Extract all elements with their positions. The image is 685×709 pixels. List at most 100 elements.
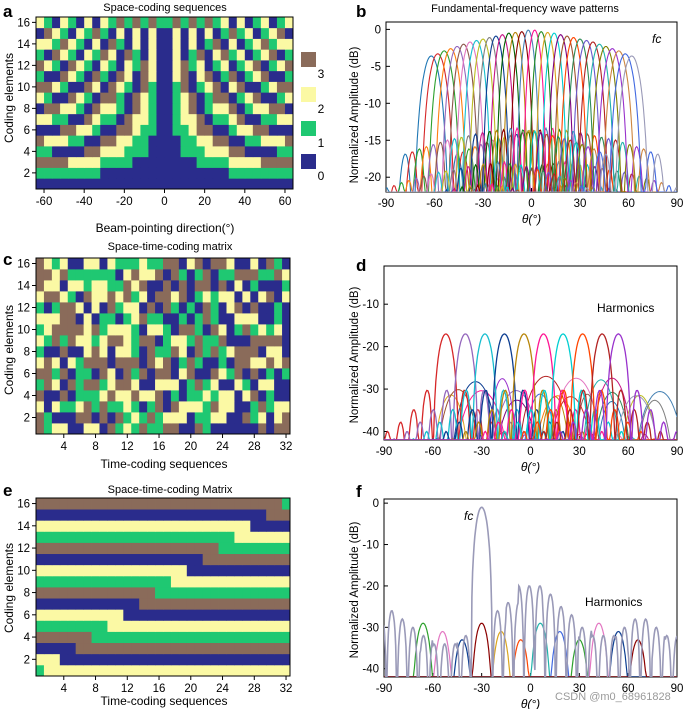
heatmap-cell (242, 423, 251, 435)
heatmap-cell (107, 423, 116, 435)
heatmap-cell (194, 368, 204, 380)
heatmap-cell (226, 598, 235, 610)
heatmap-cell (123, 258, 132, 270)
heatmap-cell (75, 587, 85, 599)
heatmap-cell (100, 167, 109, 179)
heatmap-cell (68, 156, 77, 168)
heatmap-cell (202, 587, 212, 599)
heatmap-cell (266, 302, 275, 314)
heatmap-cell (268, 70, 278, 82)
heatmap-cell (250, 587, 259, 599)
heatmap-cell (274, 291, 283, 303)
harmonic-main-line (384, 333, 677, 440)
heatmap-cell (202, 423, 212, 435)
heatmap-cell (178, 291, 188, 303)
legend-label: 3 (318, 67, 325, 81)
heatmap-cell (123, 346, 132, 358)
heatmap-cell (51, 357, 61, 369)
heatmap-cell (258, 324, 267, 336)
heatmap-cell (59, 587, 69, 599)
heatmap-cell (67, 412, 77, 424)
heatmap-cell (68, 27, 77, 39)
heatmap-cell (107, 542, 116, 555)
heatmap-cell (139, 379, 148, 391)
beam-pattern-line (386, 39, 677, 192)
heatmap-cell (115, 642, 124, 655)
heatmap-cell (284, 60, 294, 72)
heatmap-cell (236, 27, 246, 39)
heatmap-cell (75, 335, 85, 347)
heatmap-cell (163, 401, 172, 413)
heatmap-cell (83, 509, 92, 521)
heatmap-cell (236, 124, 246, 136)
heatmap-cell (91, 498, 100, 510)
heatmap-cell (284, 146, 294, 158)
heatmap-cell (155, 520, 164, 532)
heatmap-cell (210, 509, 219, 521)
heatmap-cell (234, 401, 243, 413)
heatmap-cell (115, 664, 124, 677)
heatmap-cell (147, 520, 156, 532)
heatmap-cell (163, 335, 172, 347)
heatmap-cell (123, 357, 132, 369)
heatmap-cell (218, 313, 227, 325)
heatmap-cell (51, 598, 61, 610)
heatmap-cell (164, 146, 173, 158)
heatmap-cell (226, 335, 235, 347)
heatmap-cell (194, 664, 204, 677)
heatmap-cell (59, 642, 69, 655)
heatmap-cell (100, 81, 109, 93)
heatmap-cell (202, 412, 212, 424)
heatmap-cell (59, 620, 69, 632)
heatmap-cell (140, 49, 149, 61)
heatmap-cell (51, 401, 61, 413)
heatmap-cell (67, 401, 77, 413)
heatmap-cell (124, 135, 133, 147)
heatmap-cell (83, 412, 92, 424)
heatmap-cell (172, 17, 181, 29)
heatmap-cell (83, 379, 92, 391)
heatmap-cell (202, 642, 212, 655)
heatmap-cell (83, 423, 92, 435)
heatmap-cell (51, 631, 61, 644)
heatmap-cell (258, 313, 267, 325)
heatmap-cell (99, 598, 108, 610)
heatmap-cell (163, 412, 172, 424)
heatmap-cell (76, 124, 85, 136)
heatmap-cell (178, 587, 188, 599)
heatmap-cell (147, 531, 156, 543)
heatmap-cell (210, 564, 219, 577)
heatmap-cell (226, 357, 235, 369)
heatmap-cell (108, 17, 117, 29)
heatmap-cell (236, 92, 246, 104)
heatmap-cell (59, 509, 69, 521)
heatmap-cell (67, 520, 77, 532)
heatmap-cell (132, 38, 141, 50)
heatmap-cell (170, 664, 180, 677)
heatmap-cell (258, 379, 267, 391)
heatmap-cell (218, 653, 227, 666)
heatmap-cell (220, 38, 230, 50)
heatmap-cell (155, 269, 164, 281)
heatmap-cell (218, 390, 227, 402)
heatmap-cell (51, 258, 61, 270)
heatmap-cell (236, 38, 246, 50)
heatmap-cell (202, 291, 212, 303)
heatmap-cell (91, 587, 100, 599)
heatmap-cell (194, 553, 204, 566)
heatmap-cell (258, 357, 267, 369)
title-e: Space-time-coding Matrix (108, 484, 233, 496)
x-axis-label: θ(°) (521, 697, 540, 709)
heatmap-cell (276, 49, 286, 61)
heatmap-cell (147, 401, 156, 413)
heatmap-cell (220, 27, 230, 39)
heatmap-cell (108, 60, 117, 72)
heatmap-cell (147, 664, 156, 677)
heatmap-cell (92, 124, 101, 136)
heatmap-cell (210, 258, 219, 270)
heatmap-cell (186, 324, 196, 336)
heatmap-cell (242, 280, 251, 292)
heatmap-cell (59, 598, 69, 610)
heatmap-cell (139, 412, 148, 424)
heatmap-cell (228, 81, 238, 93)
